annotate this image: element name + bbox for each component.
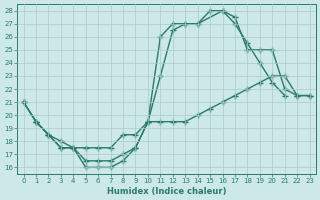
X-axis label: Humidex (Indice chaleur): Humidex (Indice chaleur) xyxy=(107,187,226,196)
